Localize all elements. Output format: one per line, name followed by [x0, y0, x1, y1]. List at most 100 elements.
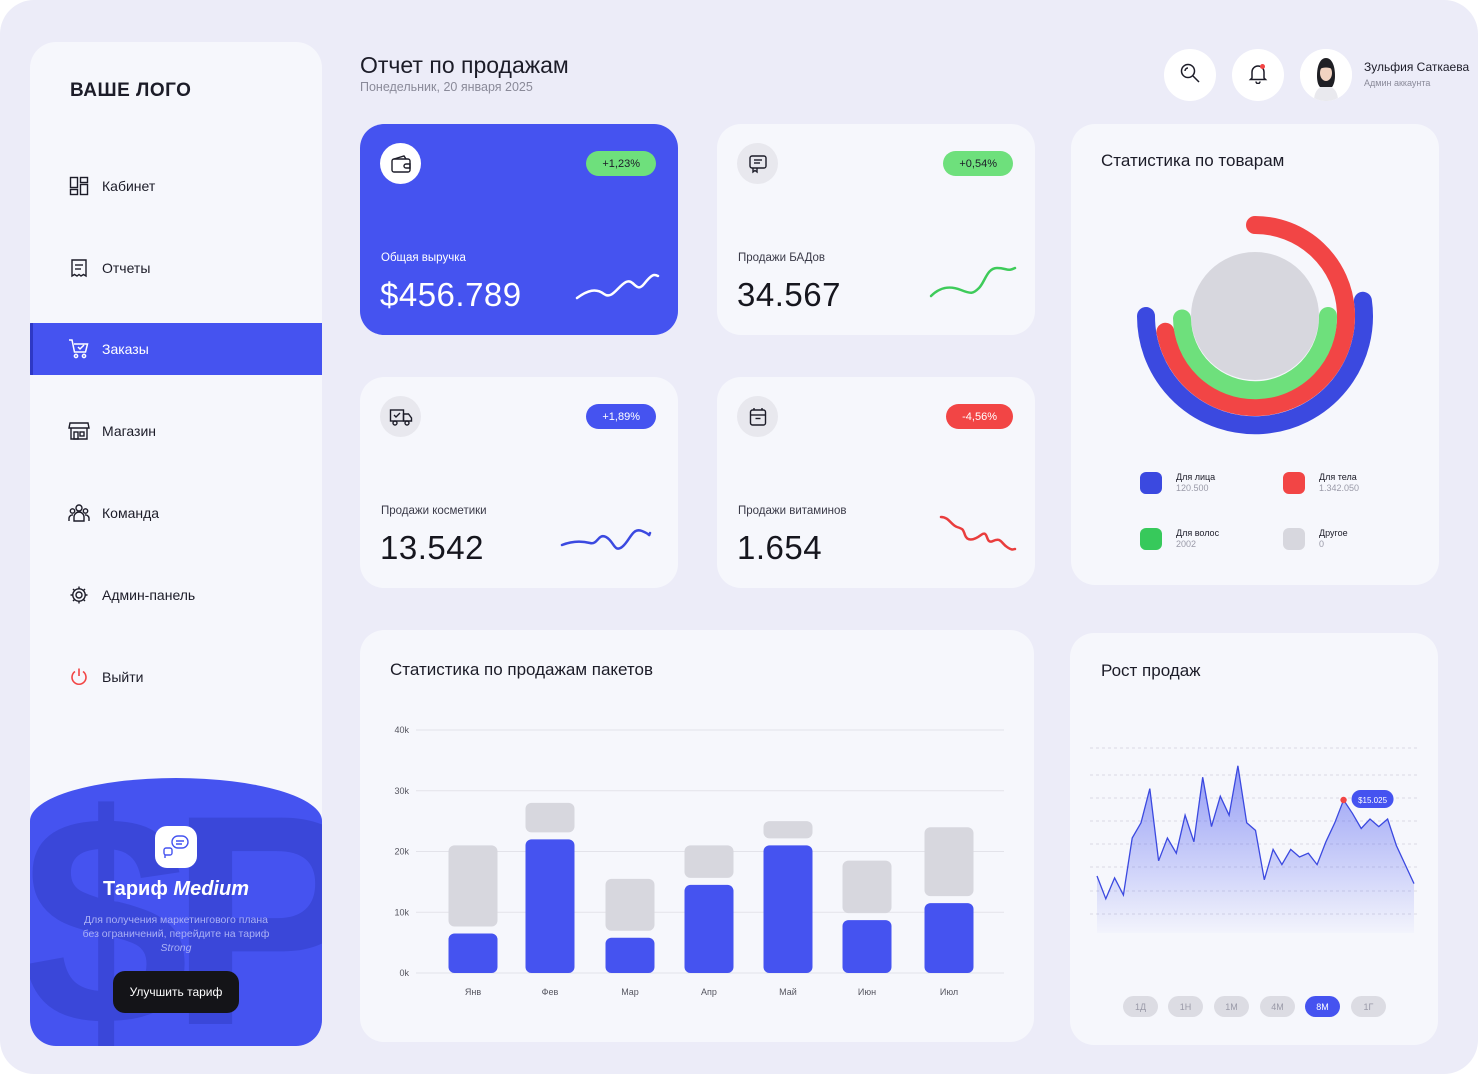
sidebar-item-admin[interactable]: Админ-панель: [30, 569, 322, 621]
promo-desc-plan: Strong: [160, 942, 192, 954]
search-button[interactable]: [1164, 49, 1216, 101]
package-sales-title: Статистика по продажам пакетов: [390, 660, 654, 679]
bar-secondary: [763, 821, 813, 839]
sidebar-item-team[interactable]: Команда: [30, 487, 322, 539]
x-tick-label: Июл: [940, 987, 958, 997]
range-button[interactable]: 4М: [1260, 996, 1295, 1017]
y-tick-label: 30k: [394, 786, 409, 796]
sidebar-item-orders[interactable]: Заказы: [30, 323, 322, 375]
notifications-button[interactable]: [1232, 49, 1284, 101]
kpi-value: $456.789: [380, 276, 522, 313]
legend-item-other: Другое 0: [1283, 528, 1348, 550]
legend-dot: [1283, 528, 1305, 550]
legend-dot: [1140, 472, 1162, 494]
gear-icon: [68, 584, 90, 606]
upgrade-promo: $P Тариф Medium Для получения маркетинго…: [30, 778, 322, 1046]
kpi-label: Продажи БАДов: [738, 252, 825, 264]
bar-primary: [924, 903, 974, 973]
legend-name: Другое: [1319, 528, 1348, 538]
store-icon: [68, 420, 90, 442]
user-role: Админ аккаунта: [1364, 78, 1431, 88]
kpi-card-supplements: +0,54% Продажи БАДов 34.567: [717, 124, 1035, 335]
cart-icon: [68, 338, 90, 360]
sidebar-item-reports[interactable]: Отчеты: [30, 242, 322, 294]
promo-description: Для получения маркетингового плана без о…: [76, 913, 276, 955]
bar-primary: [605, 937, 655, 973]
product-stats-card: Статистика по товарам Для лица 120.500 Дл…: [1071, 124, 1439, 585]
package-sales-card: Статистика по продажам пакетов 0k 10k 20k 3…: [360, 630, 1034, 1042]
bar-secondary: [605, 878, 655, 931]
kpi-badge: +0,54%: [943, 151, 1013, 176]
y-tick-label: 0k: [399, 968, 409, 978]
legend-name: Для тела: [1319, 472, 1357, 482]
bar-primary: [684, 884, 734, 973]
donut-arc-hair: [1173, 307, 1338, 400]
y-tick-label: 10k: [394, 907, 409, 917]
range-button[interactable]: 1Н: [1168, 996, 1203, 1017]
kpi-label: Общая выручка: [381, 252, 466, 264]
promo-desc-text: Для получения маркетингового плана без о…: [82, 914, 270, 940]
bar-secondary: [525, 802, 575, 833]
kpi-sparkline: [929, 266, 1017, 298]
promo-title-plan: Medium: [173, 878, 249, 900]
kpi-card-cosmetics: +1,89% Продажи косметики 13.542: [360, 377, 678, 588]
promo-title-prefix: Тариф: [103, 878, 168, 900]
range-button[interactable]: 1М: [1214, 996, 1249, 1017]
x-tick-label: Май: [779, 987, 797, 997]
donut-arc-body: [1156, 216, 1356, 416]
avatar[interactable]: [1300, 49, 1352, 101]
tooltip-value: $15.025: [1358, 796, 1387, 805]
bar-primary: [763, 845, 813, 973]
sidebar-item-cabinet[interactable]: Кабинет: [30, 160, 322, 212]
legend-item-hair: Для волос 2002: [1140, 528, 1219, 550]
logo: ВАШЕ ЛОГО: [70, 80, 192, 101]
legend-value: 0: [1319, 539, 1325, 549]
legend-name: Для волос: [1176, 528, 1220, 538]
sparkline-path: [560, 529, 652, 550]
legend-dot: [1140, 528, 1162, 550]
sidebar-item-label: Отчеты: [102, 260, 151, 276]
kpi-sparkline: [575, 273, 660, 300]
sidebar-item-logout[interactable]: Выйти: [30, 651, 322, 703]
kpi-value: 34.567: [737, 276, 841, 313]
bar-primary: [842, 920, 892, 973]
dashboard-icon: [68, 175, 90, 197]
upgrade-button[interactable]: Улучшить тариф: [113, 971, 239, 1013]
page-date: Понедельник, 20 января 2025: [360, 80, 533, 94]
kpi-card-vitamins: -4,56% Продажи витаминов 1.654: [717, 377, 1035, 588]
bell-icon: [1247, 62, 1269, 89]
bar-secondary: [924, 827, 974, 897]
legend-item-body: Для тела 1.342.050: [1283, 472, 1359, 494]
legend-item-face: Для лица 120.500: [1140, 472, 1215, 494]
bar-secondary: [448, 845, 498, 927]
user-name: Зульфия Саткаева: [1364, 60, 1470, 74]
kpi-badge: -4,56%: [946, 404, 1013, 429]
legend-name: Для лица: [1176, 472, 1216, 482]
wallet-icon: [380, 143, 421, 184]
area-line: [1096, 765, 1415, 901]
sales-growth-title: Рост продаж: [1101, 661, 1201, 680]
sidebar-item-label: Магазин: [102, 423, 157, 439]
box-icon: [737, 396, 778, 437]
kpi-label: Продажи витаминов: [738, 505, 847, 517]
sparkline-path: [575, 273, 660, 300]
legend-dot: [1283, 472, 1305, 494]
x-tick-label: Янв: [465, 987, 481, 997]
y-tick-label: 40k: [394, 725, 409, 735]
bar-primary: [448, 933, 498, 973]
kpi-badge: +1,89%: [586, 404, 656, 429]
sidebar-item-label: Админ-панель: [102, 587, 196, 603]
range-button[interactable]: 8М: [1305, 996, 1340, 1017]
range-button[interactable]: 1Г: [1351, 996, 1386, 1017]
sidebar-item-store[interactable]: Магазин: [30, 405, 322, 457]
kpi-sparkline: [560, 529, 652, 550]
range-button[interactable]: 1Д: [1123, 996, 1158, 1017]
kpi-card-revenue: +1,23% Общая выручка $456.789: [360, 124, 678, 335]
search-icon: [1179, 62, 1201, 89]
power-icon: [68, 666, 90, 688]
sidebar-item-label: Команда: [102, 505, 160, 521]
sales-growth-card: Рост продаж $15.025 1Д 1Н 1М 4М 8М 1Г: [1070, 633, 1438, 1045]
legend-value: 120.500: [1176, 483, 1209, 493]
bar-secondary: [684, 845, 734, 878]
